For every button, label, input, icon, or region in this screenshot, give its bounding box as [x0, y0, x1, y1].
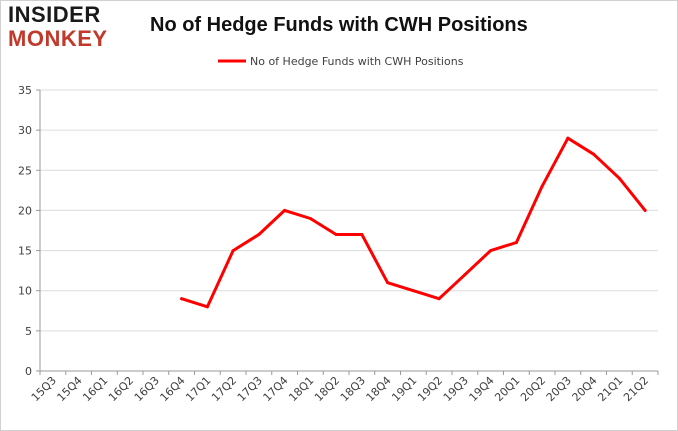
y-tick-label: 0 [25, 365, 32, 378]
x-tick-label: 19Q3 [441, 374, 471, 404]
data-point [231, 249, 235, 253]
x-tick-label: 21Q2 [621, 374, 651, 404]
series-layer [180, 136, 647, 309]
x-tick-label: 15Q4 [55, 374, 85, 404]
data-point [257, 233, 261, 237]
series-line [180, 136, 647, 309]
x-tick-label: 21Q1 [595, 374, 625, 404]
grid-lines [40, 89, 658, 372]
x-tick-label: 16Q1 [80, 374, 110, 404]
data-point [566, 136, 570, 140]
data-point [489, 249, 493, 253]
data-point [617, 176, 621, 180]
insider-monkey-logo: INSIDER MONKEY [8, 4, 108, 50]
data-point [334, 233, 338, 237]
x-tick-label: 19Q1 [389, 374, 419, 404]
x-tick-label: 20Q4 [570, 374, 600, 404]
x-tick-label: 18Q4 [364, 374, 394, 404]
x-tick-label: 17Q2 [209, 374, 239, 404]
x-tick-label: 18Q1 [286, 374, 316, 404]
y-tick-label: 30 [18, 124, 32, 137]
x-tick-label: 15Q3 [29, 374, 59, 404]
axes [39, 90, 658, 372]
y-tick-label: 5 [25, 325, 32, 338]
x-tick-label: 19Q2 [415, 374, 445, 404]
legend: No of Hedge Funds with CWH Positions [218, 55, 464, 68]
x-tick-label: 16Q2 [106, 374, 136, 404]
x-tick-label: 20Q2 [518, 374, 548, 404]
data-point [592, 152, 596, 156]
data-point [437, 297, 441, 301]
y-axis-ticks: 0 5 10 15 20 25 30 35 [18, 84, 40, 378]
data-point [308, 216, 312, 220]
y-tick-label: 25 [18, 164, 32, 177]
chart-title: No of Hedge Funds with CWH Positions [150, 14, 528, 36]
x-tick-label: 18Q2 [312, 374, 342, 404]
x-tick-label: 19Q4 [467, 374, 497, 404]
data-point [514, 241, 518, 245]
x-tick-label: 16Q3 [132, 374, 162, 404]
x-tick-label: 17Q1 [183, 374, 213, 404]
data-point [411, 289, 415, 293]
data-point [643, 208, 647, 212]
x-tick-label: 18Q3 [338, 374, 368, 404]
y-tick-label: 10 [18, 285, 32, 298]
x-tick-label: 20Q3 [544, 374, 574, 404]
x-tick-label: 20Q1 [492, 374, 522, 404]
data-point [463, 273, 467, 277]
data-point [386, 281, 390, 285]
y-tick-label: 15 [18, 245, 32, 258]
logo-line-1: INSIDER [8, 2, 101, 27]
x-axis-ticks: 15Q315Q416Q116Q216Q316Q417Q117Q217Q317Q4… [29, 371, 659, 404]
y-tick-label: 35 [18, 84, 32, 97]
x-tick-label: 16Q4 [158, 374, 188, 404]
data-point [180, 297, 184, 301]
data-point [283, 208, 287, 212]
x-tick-label: 17Q4 [261, 374, 291, 404]
data-point [360, 233, 364, 237]
y-tick-label: 20 [18, 204, 32, 217]
legend-label: No of Hedge Funds with CWH Positions [250, 55, 464, 68]
x-tick-label: 17Q3 [235, 374, 265, 404]
data-point [540, 184, 544, 188]
logo-line-2: MONKEY [8, 26, 108, 51]
data-point [205, 305, 209, 309]
